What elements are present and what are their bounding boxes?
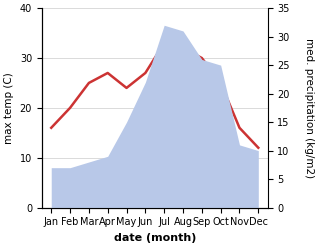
X-axis label: date (month): date (month): [114, 233, 196, 243]
Y-axis label: med. precipitation (kg/m2): med. precipitation (kg/m2): [304, 38, 314, 178]
Y-axis label: max temp (C): max temp (C): [4, 72, 14, 144]
